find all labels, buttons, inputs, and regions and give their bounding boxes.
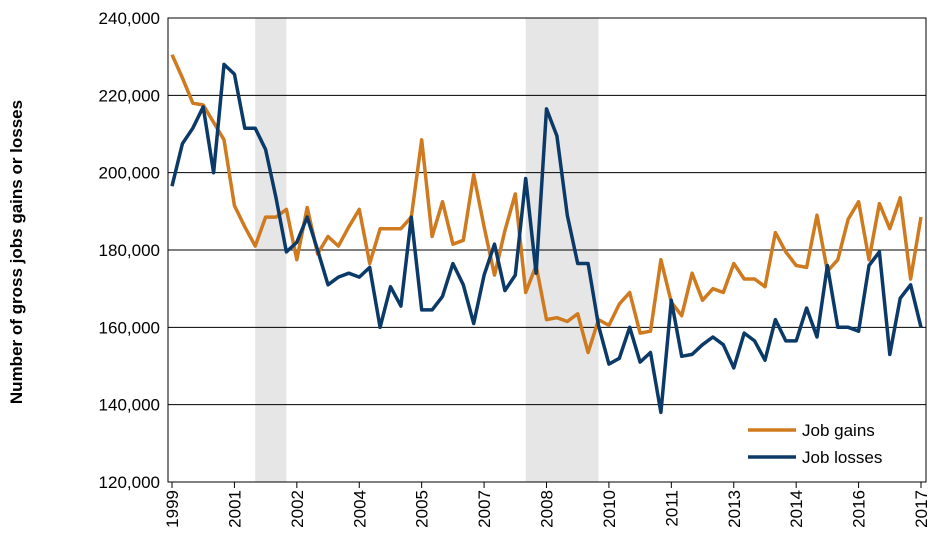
- x-tick-label: 2001: [225, 490, 244, 528]
- y-tick-label: 180,000: [99, 241, 160, 260]
- series-line: [170, 62, 923, 415]
- x-tick-label: 2014: [787, 490, 806, 528]
- y-tick-label: 120,000: [99, 473, 160, 492]
- x-tick-label: 2011: [662, 490, 681, 527]
- y-tick-label: 140,000: [99, 396, 160, 415]
- x-tick-label: 1999: [163, 490, 182, 528]
- x-tick-label: 2010: [600, 490, 619, 528]
- x-tick-label: 2016: [850, 490, 869, 528]
- x-tick-label: 2013: [725, 490, 744, 528]
- legend-label: Job gains: [802, 421, 875, 440]
- y-tick-label: 200,000: [99, 164, 160, 183]
- x-tick-label: 2005: [413, 490, 432, 528]
- y-tick-label: 160,000: [99, 318, 160, 337]
- y-axis-label: Number of gross jobs gains or losses: [7, 100, 26, 404]
- y-tick-label: 240,000: [99, 9, 160, 28]
- x-tick-label: 2017: [912, 490, 931, 528]
- x-tick-label: 2008: [538, 490, 557, 528]
- x-tick-label: 2007: [475, 490, 494, 528]
- series-line: [170, 53, 923, 355]
- x-tick-label: 2002: [288, 490, 307, 528]
- x-tick-label: 2004: [350, 490, 369, 528]
- legend-label: Job losses: [802, 448, 882, 467]
- y-tick-label: 220,000: [99, 86, 160, 105]
